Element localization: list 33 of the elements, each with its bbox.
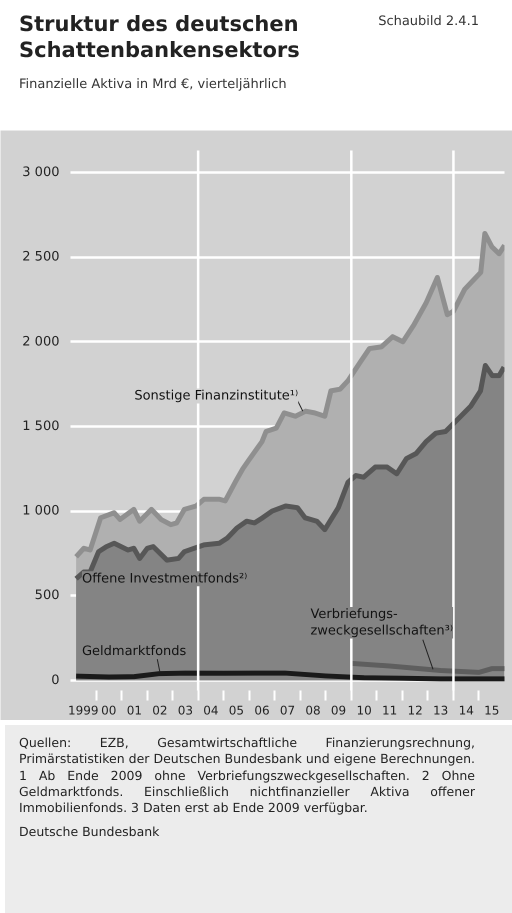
x-tick-label: 12 xyxy=(408,704,423,718)
y-tick-label: 0 xyxy=(51,672,60,688)
x-tick-label: 13 xyxy=(433,704,448,718)
x-tick-label: 14 xyxy=(458,704,474,718)
x-tick-label: 08 xyxy=(305,704,321,718)
y-tick-label: 1 000 xyxy=(22,504,60,519)
x-tick-label: 05 xyxy=(228,704,244,718)
text: Deutsche Bundesbank xyxy=(19,824,160,840)
x-tick-label: 03 xyxy=(178,704,194,718)
x-tick-label: 06 xyxy=(254,704,270,718)
x-tick-label: 1999 xyxy=(68,704,99,718)
x-tick-label: 07 xyxy=(280,704,296,718)
text: Verbriefungs- zweckgesellschaften³⁾ xyxy=(310,607,454,639)
x-tick-label: 00 xyxy=(101,704,116,718)
chart-title: Struktur des deutschen Schattenbankensektors xyxy=(19,11,301,64)
y-tick-label: 500 xyxy=(34,588,60,604)
x-tick-label: 15 xyxy=(484,704,500,718)
x-tick-label: 01 xyxy=(126,704,142,718)
x-tick-label: 11 xyxy=(382,704,398,718)
x-tick-label: 02 xyxy=(152,704,168,718)
series-label: Sonstige Finanzinstitute¹⁾ xyxy=(134,388,298,404)
chart-subtitle: Finanzielle Aktiva in Mrd €, vierteljährlich xyxy=(19,76,288,94)
source-note: Quellen: EZB, Gesamtwirtschaftliche Finanzierungsrechnung, Primärstatistiken der Deutschen Bundesbank und eigene Berechnungen. 1 Ab Ende 2009 ohne Verbriefungszweckgesellschaften. 2 Ohne Geldmarktfonds. Einschließlich nichtfinanzieller Aktiva offener Immobilienfonds. 3 Daten erst ab Ende 2009 verfügbar. xyxy=(19,735,475,816)
y-tick-label: 2 000 xyxy=(22,334,60,350)
series-label: Geldmarktfonds xyxy=(82,644,187,660)
text: Schaubild 2.4.1 xyxy=(378,13,479,31)
x-tick-label: 09 xyxy=(330,704,346,718)
y-tick-label: 3 000 xyxy=(22,165,60,180)
series-label: Offene Investmentfonds²⁾ xyxy=(82,571,248,586)
x-tick-label: 10 xyxy=(356,704,372,718)
y-tick-label: 1 500 xyxy=(22,418,60,434)
y-tick-label: 2 500 xyxy=(22,250,60,265)
x-tick-label: 04 xyxy=(203,704,219,718)
